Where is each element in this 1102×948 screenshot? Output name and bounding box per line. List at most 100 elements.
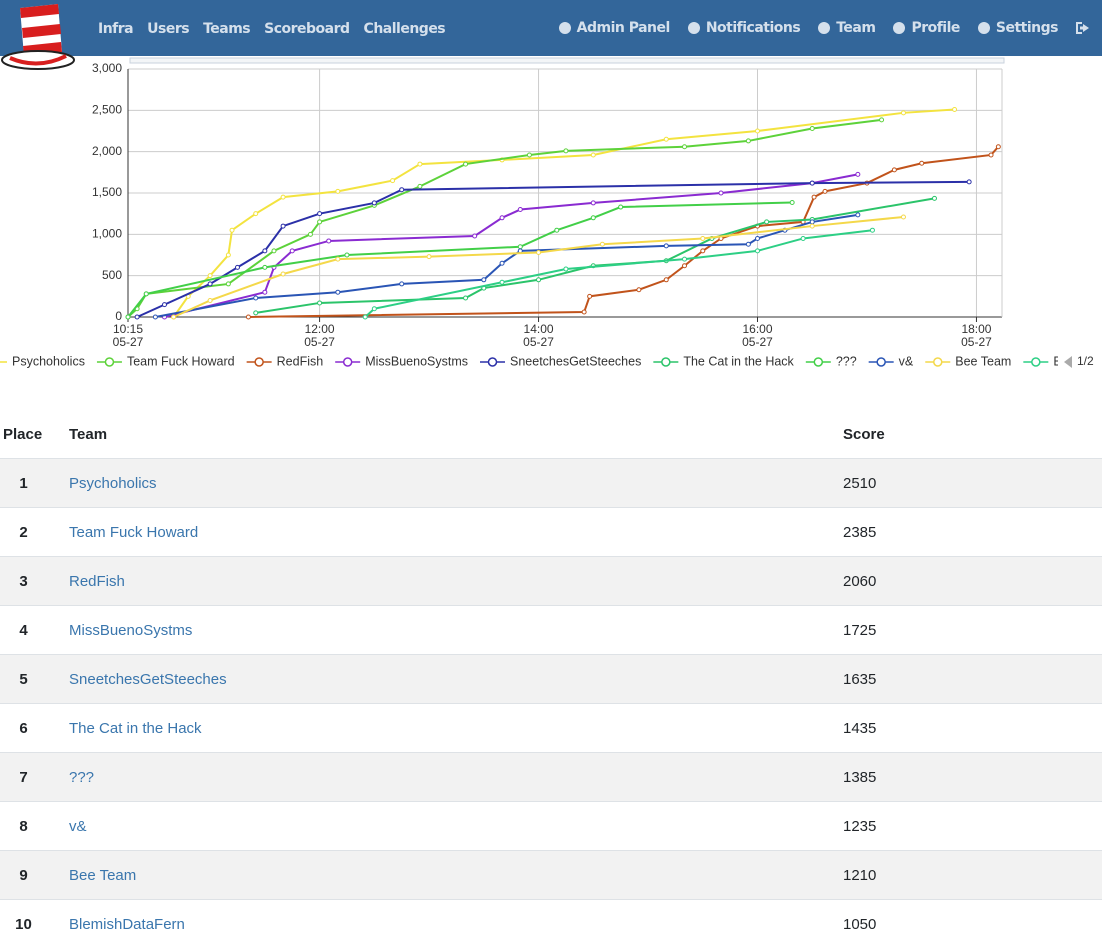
- data-point: [755, 236, 759, 240]
- place: 6: [0, 704, 47, 753]
- team-link[interactable]: Bee Team: [69, 867, 136, 884]
- nav-link[interactable]: Profile: [911, 0, 959, 57]
- data-point: [126, 315, 130, 319]
- logout-icon[interactable]: [1074, 20, 1092, 36]
- icon-shape: [1076, 22, 1089, 34]
- team-link[interactable]: The Cat in the Hack: [69, 720, 202, 737]
- y-tick-label: 1,000: [92, 227, 122, 241]
- nav-link[interactable]: Team: [836, 0, 875, 57]
- data-point: [564, 267, 568, 271]
- place: 2: [0, 508, 47, 557]
- data-point: [336, 257, 340, 261]
- team-cell: ???: [47, 753, 843, 802]
- data-point: [810, 220, 814, 224]
- data-point: [790, 201, 794, 205]
- team-link[interactable]: v&: [69, 818, 87, 835]
- data-point: [473, 234, 477, 238]
- y-tick-label: 500: [102, 268, 122, 282]
- data-point: [427, 255, 431, 259]
- data-point: [327, 239, 331, 243]
- nav-link[interactable]: Notifications: [706, 0, 800, 57]
- team-link[interactable]: BlemishDataFern: [69, 916, 185, 933]
- team-link[interactable]: RedFish: [69, 573, 125, 590]
- score: 1635: [843, 655, 1102, 704]
- team-link[interactable]: Psychoholics: [69, 475, 157, 492]
- nav-link[interactable]: Users: [147, 0, 189, 56]
- y-tick-label: 2,000: [92, 144, 122, 158]
- x-tick-label: 16:00 05-27: [727, 323, 787, 349]
- team-link[interactable]: SneetchesGetSteeches: [69, 671, 227, 688]
- nav-item[interactable]: Team: [816, 0, 875, 57]
- nav-link[interactable]: Scoreboard: [264, 0, 349, 56]
- legend-item[interactable]: MissBuenoSystms: [335, 354, 468, 368]
- team-link[interactable]: MissBuenoSystms: [69, 622, 192, 639]
- nav-link[interactable]: Infra: [98, 0, 133, 56]
- data-point: [263, 290, 267, 294]
- legend-item[interactable]: SneetchesGetSteeches: [480, 354, 641, 368]
- team-link[interactable]: Team Fuck Howard: [69, 524, 198, 541]
- data-point: [537, 251, 541, 255]
- data-point: [701, 236, 705, 240]
- legend-label: Psychoholics: [12, 354, 85, 368]
- data-point: [591, 153, 595, 157]
- data-point: [400, 282, 404, 286]
- legend-item[interactable]: ???: [806, 354, 857, 368]
- data-point: [336, 189, 340, 193]
- data-point: [591, 216, 595, 220]
- nav-item[interactable]: Admin Panel: [557, 0, 670, 57]
- legend-item[interactable]: Team Fuck Howard: [97, 354, 235, 368]
- icon-shape: [893, 22, 905, 34]
- y-tick-label: 2,500: [92, 103, 122, 117]
- legend-swatch: [255, 358, 263, 366]
- legend-item[interactable]: v&: [869, 354, 914, 368]
- nav-link[interactable]: Settings: [996, 0, 1058, 57]
- legend-prev[interactable]: [1064, 356, 1072, 368]
- team-link[interactable]: ???: [69, 769, 94, 786]
- score: 1050: [843, 900, 1102, 948]
- data-point: [500, 216, 504, 220]
- nav-link[interactable]: Admin Panel: [577, 0, 670, 57]
- legend-item[interactable]: Psychoholics: [0, 354, 85, 368]
- x-tick-label: 12:00 05-27: [290, 323, 350, 349]
- nav-item[interactable]: Notifications: [686, 0, 800, 57]
- legend-swatch: [489, 358, 497, 366]
- zoom-slider[interactable]: [130, 58, 1004, 63]
- data-point: [172, 315, 176, 319]
- nav-link[interactable]: Teams: [203, 0, 250, 56]
- legend-swatch: [934, 358, 942, 366]
- data-point: [418, 162, 422, 166]
- nav-link[interactable]: Challenges: [364, 0, 446, 56]
- data-point: [901, 111, 905, 115]
- data-point: [810, 127, 814, 131]
- data-point: [765, 220, 769, 224]
- data-point: [996, 145, 1000, 149]
- nav-item[interactable]: Settings: [976, 0, 1058, 57]
- data-point: [801, 236, 805, 240]
- legend-item[interactable]: RedFish: [247, 354, 324, 368]
- legend-item[interactable]: The Cat in the Hack: [653, 354, 794, 368]
- column-header: Score: [843, 410, 1102, 459]
- data-point: [336, 290, 340, 294]
- data-point: [600, 242, 604, 246]
- data-point: [345, 253, 349, 257]
- data-point: [400, 188, 404, 192]
- nav-item[interactable]: Profile: [891, 0, 959, 57]
- data-point: [755, 249, 759, 253]
- legend-item[interactable]: Bee Team: [925, 354, 1011, 368]
- legend-label: v&: [899, 354, 914, 368]
- legend-label: Bee Team: [955, 354, 1011, 368]
- data-point: [920, 161, 924, 165]
- data-point: [254, 296, 258, 300]
- column-header: Team: [47, 410, 843, 459]
- nav-icon: [976, 20, 992, 36]
- data-point: [208, 282, 212, 286]
- team-cell: MissBuenoSystms: [47, 606, 843, 655]
- place: 5: [0, 655, 47, 704]
- y-tick-label: 1,500: [92, 185, 122, 199]
